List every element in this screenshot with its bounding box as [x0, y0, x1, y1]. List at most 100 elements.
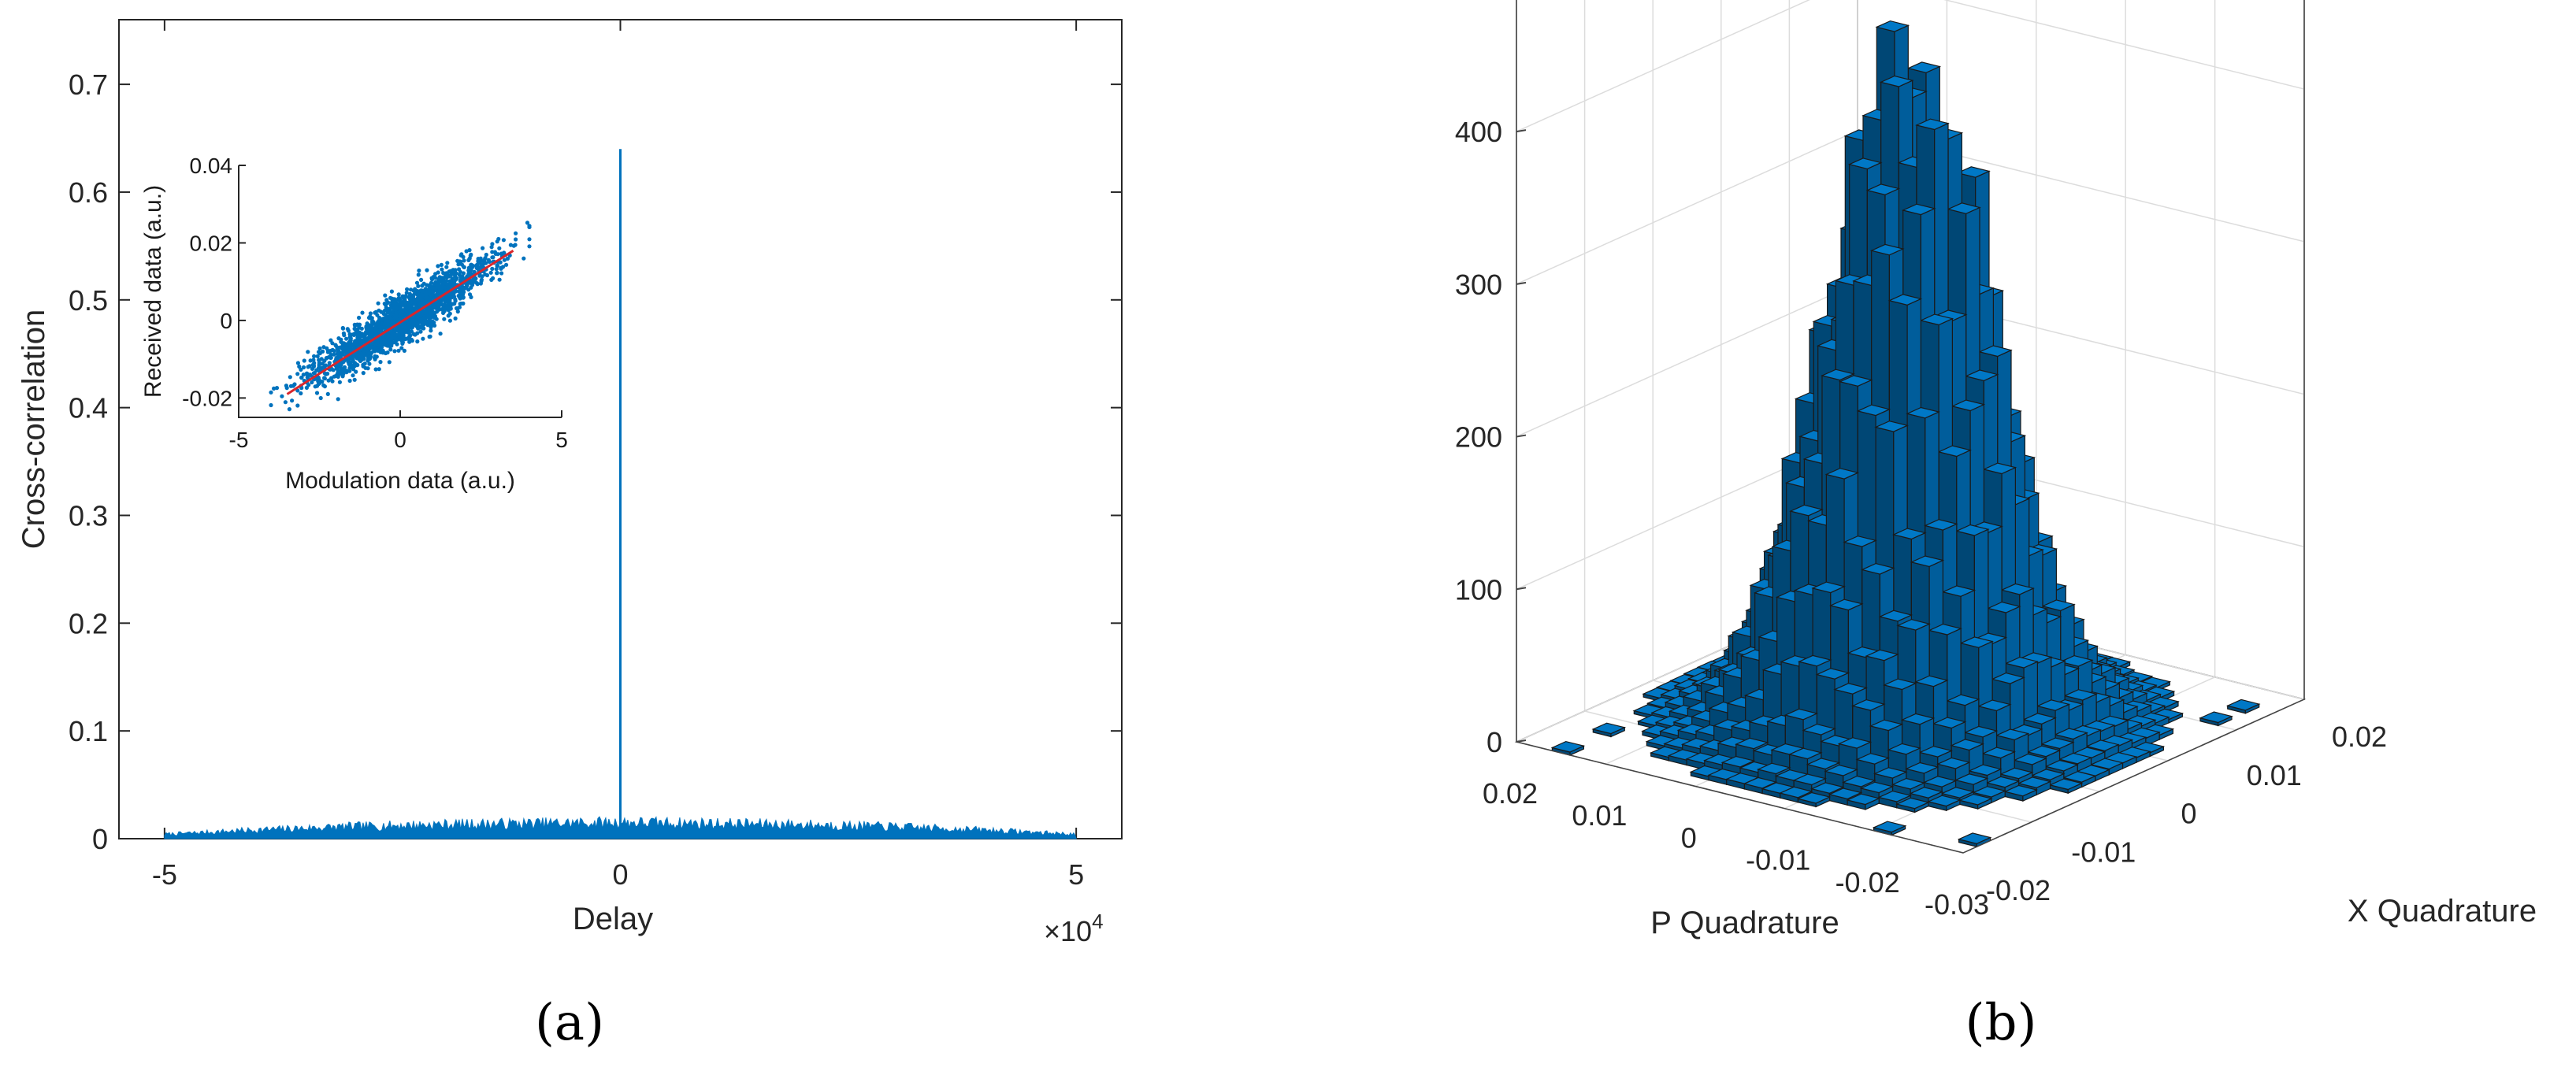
scatter-point	[498, 260, 503, 265]
scatter-point	[458, 253, 463, 258]
scatter-point	[502, 258, 507, 262]
scatter-point	[366, 366, 370, 371]
bar-face-top	[1959, 636, 1994, 648]
scatter-point	[315, 354, 320, 358]
x-tick-label-a: 5	[1068, 858, 1084, 891]
bar-face-top	[1957, 832, 1992, 844]
scatter-point	[438, 332, 443, 336]
scatter-point	[486, 258, 492, 262]
histogram-bar	[1846, 793, 1881, 810]
box-front-edges	[1516, 0, 2305, 854]
scatter-point	[415, 297, 420, 302]
bar-face-top	[2003, 784, 2039, 797]
bar-face-top	[1887, 743, 1922, 755]
inset-background	[239, 165, 562, 417]
bar-face-top	[2085, 739, 2120, 752]
scatter-point	[386, 307, 391, 312]
scatter-point	[414, 321, 419, 325]
bar-face-top	[1843, 536, 1877, 547]
scatter-point	[433, 305, 438, 309]
scatter-point	[409, 295, 414, 299]
bar-face-top	[1915, 118, 1950, 131]
bar-face-top	[1882, 678, 1917, 691]
scatter-point	[418, 288, 423, 293]
x-axis-b: -0.02 -0.01 0 0.01 0.02	[1986, 721, 2387, 906]
scatter-point	[443, 295, 448, 299]
scatter-point	[434, 317, 439, 321]
p-tick-label: 0.01	[1572, 799, 1627, 832]
scatter-point	[447, 318, 453, 323]
bar-face-top	[1906, 406, 1940, 419]
bar-face-top	[1879, 75, 1914, 87]
bar-face-top	[1856, 404, 1891, 417]
bar-face-top	[1869, 719, 1904, 732]
scatter-point	[421, 326, 426, 331]
bar-face-top	[1792, 773, 1828, 786]
scatter-point	[455, 309, 460, 314]
scatter-point	[490, 266, 495, 271]
y-axis-label-a: Cross-correlation	[17, 309, 51, 550]
scatter-point	[330, 347, 335, 352]
scatter-point	[527, 224, 532, 229]
x-tick-label-a: 0	[612, 858, 628, 891]
bar-face-top	[1985, 776, 2021, 788]
p-tick-label: -0.03	[1925, 888, 1989, 921]
bar-face-top	[1865, 649, 1899, 662]
z-tick-label: 300	[1455, 269, 1502, 301]
scatter-point	[499, 271, 504, 276]
scatter-point	[501, 238, 507, 243]
scatter-point	[429, 305, 434, 309]
bar-face-top	[1918, 746, 1954, 758]
scatter-point	[462, 258, 466, 263]
z-axis: 0 100 200 300 400	[1455, 116, 1527, 758]
scatter-point	[317, 361, 321, 366]
y-tick-label-a: 0.6	[69, 176, 108, 209]
scatter-point	[414, 324, 419, 329]
scatter-point	[356, 356, 361, 361]
scatter-point	[429, 328, 433, 333]
scatter-point	[274, 386, 280, 391]
scatter-point	[425, 268, 429, 272]
bar-face-top	[1796, 791, 1832, 804]
scatter-point	[347, 332, 352, 337]
scatter-point	[295, 361, 300, 365]
scatter-point	[514, 231, 518, 235]
scatter-point	[445, 261, 450, 265]
scatter-point	[456, 262, 461, 267]
scatter-point	[436, 290, 441, 295]
scatter-point	[329, 376, 334, 380]
scatter-point	[295, 372, 300, 376]
scatter-point	[384, 316, 388, 321]
scatter-point	[408, 304, 414, 309]
scatter-point	[333, 343, 338, 347]
scatter-point	[314, 391, 320, 395]
scatter-point	[357, 315, 362, 321]
panel-label-a: (a)	[535, 994, 604, 1052]
histogram-bar	[2003, 784, 2039, 802]
scatter-point	[481, 246, 485, 250]
bar-face-top	[1928, 623, 1962, 636]
scatter-point	[453, 289, 458, 294]
scatter-point	[459, 275, 464, 280]
scatter-point	[347, 378, 352, 384]
scatter-point	[322, 365, 327, 369]
scatter-point	[343, 369, 348, 374]
scatter-point	[418, 329, 423, 334]
scatter-point	[375, 313, 380, 317]
scatter-point	[396, 292, 401, 297]
bar-face-top	[2089, 758, 2125, 770]
z-tick	[1516, 434, 1527, 438]
scatter-point	[310, 380, 314, 385]
bar-face-top	[1828, 788, 1863, 800]
scatter-point	[404, 291, 409, 295]
scatter-point	[456, 294, 461, 298]
bar-face-top	[1958, 793, 1993, 806]
scatter-point	[344, 336, 349, 341]
scatter-point	[453, 297, 458, 302]
scatter-point	[436, 286, 441, 291]
inset-scatter: -0.02 0 0.02 0.04 -5 0 5 Modulation data (a.u…	[140, 154, 568, 494]
scatter-point	[387, 331, 392, 335]
scatter-point	[283, 400, 288, 405]
scatter-point	[347, 365, 352, 370]
